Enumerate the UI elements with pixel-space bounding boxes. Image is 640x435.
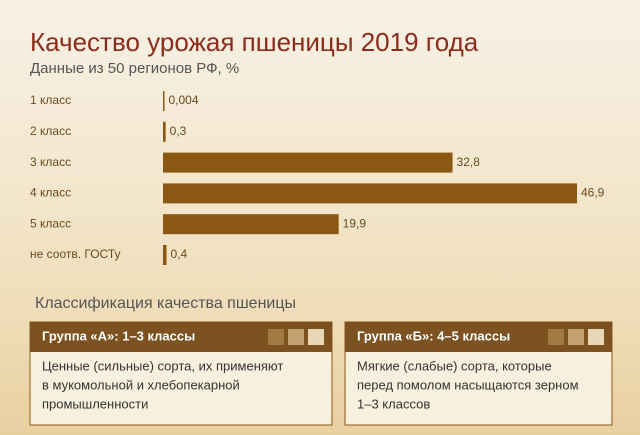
group-text: промышленности xyxy=(42,396,148,411)
value-label: 0,004 xyxy=(169,93,199,107)
decor-square xyxy=(588,329,604,345)
category-label: 3 класс xyxy=(30,155,71,169)
chart-subtitle: Данные из 50 регионов РФ, % xyxy=(30,60,239,77)
value-label: 0,3 xyxy=(170,124,187,138)
group-header-bg xyxy=(345,322,612,352)
bar xyxy=(163,214,339,235)
section-title: Классификация качества пшеницы xyxy=(35,295,296,312)
bar xyxy=(163,121,166,142)
group-text: перед помолом насыщаются зерном xyxy=(357,377,579,392)
category-label: 2 класс xyxy=(30,124,71,138)
decor-square xyxy=(548,329,564,345)
category-label: 1 класс xyxy=(30,93,71,107)
category-label: не соотв. ГОСТу xyxy=(30,247,120,261)
bar xyxy=(163,245,167,265)
value-label: 46,9 xyxy=(581,186,605,200)
decor-square xyxy=(568,329,584,345)
value-label: 0,4 xyxy=(171,247,188,261)
group-header: Группа «А»: 1–3 классы xyxy=(42,328,195,343)
decor-square xyxy=(288,329,304,345)
value-label: 32,8 xyxy=(457,155,481,169)
chart-title: Качество урожая пшеницы 2019 года xyxy=(30,27,479,57)
group-text: в мукомольной и хлебопекарной xyxy=(42,377,240,392)
bar xyxy=(163,91,165,111)
bar xyxy=(163,183,577,204)
group-header: Группа «Б»: 4–5 классы xyxy=(357,328,510,343)
bar xyxy=(163,152,453,173)
group-text: Ценные (сильные) сорта, их применяют xyxy=(42,358,283,373)
decor-square xyxy=(268,329,284,345)
group-text: Мягкие (слабые) сорта, которые xyxy=(357,358,552,373)
value-label: 19,9 xyxy=(343,216,367,230)
decor-square xyxy=(308,329,324,345)
category-label: 5 класс xyxy=(30,216,71,230)
group-text: 1–3 классов xyxy=(357,396,430,411)
category-label: 4 класс xyxy=(30,186,71,200)
